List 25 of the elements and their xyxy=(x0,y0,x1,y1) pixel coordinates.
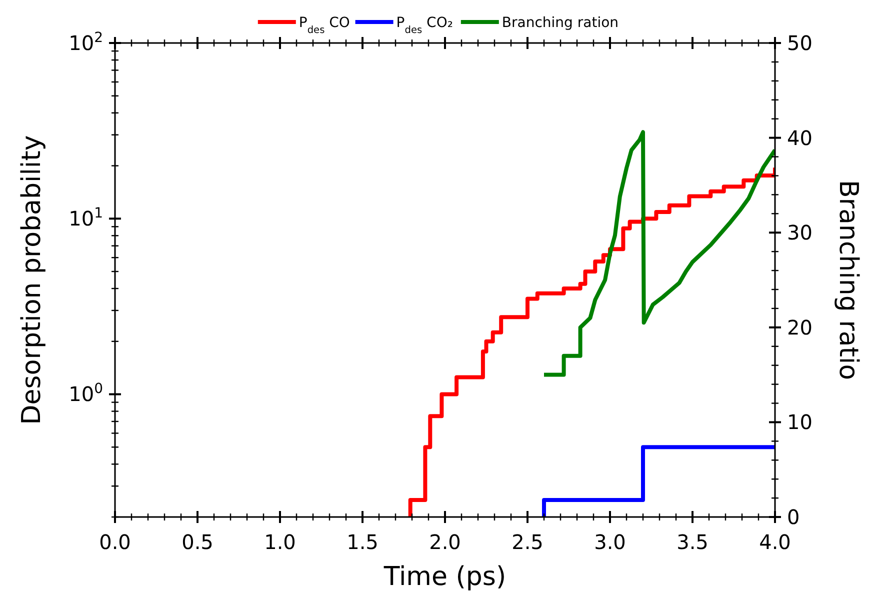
x-tick-label: 1.5 xyxy=(346,530,378,554)
y-axis-title: Desorption probability xyxy=(17,135,47,425)
y2-axis-title: Branching ratio xyxy=(833,180,863,380)
y2-tick-label: 30 xyxy=(787,220,812,245)
y-tick-label: 10$^{2}$ xyxy=(68,30,103,55)
x-tick-label: 4.0 xyxy=(759,530,791,554)
x-tick-label: 2.5 xyxy=(512,530,544,554)
y2-tick-label: 50 xyxy=(787,31,812,55)
y-tick-label: 10$^{1}$ xyxy=(68,206,103,231)
x-tick-label: 2.0 xyxy=(429,530,461,554)
y-tick-label: 10$^{0}$ xyxy=(68,381,103,406)
x-axis-title: Time (ps) xyxy=(382,562,506,592)
x-tick-label: 3.0 xyxy=(594,530,626,554)
legend-label: P$_{des}$ CO₂ xyxy=(396,15,453,36)
y2-tick-label: 10 xyxy=(787,410,812,434)
y2-tick-label: 0 xyxy=(787,505,800,529)
legend-label: P$_{des}$ CO xyxy=(298,15,350,36)
y2-tick-label: 20 xyxy=(787,315,812,340)
x-tick-label: 3.5 xyxy=(676,530,708,554)
y2-tick-label: 40 xyxy=(787,126,812,150)
x-tick-label: 1.0 xyxy=(264,530,296,554)
line-series xyxy=(542,130,775,377)
legend-label: Branching ration xyxy=(502,15,619,31)
x-tick-label: 0.5 xyxy=(182,530,214,554)
x-tick-label: 0.0 xyxy=(99,530,131,554)
